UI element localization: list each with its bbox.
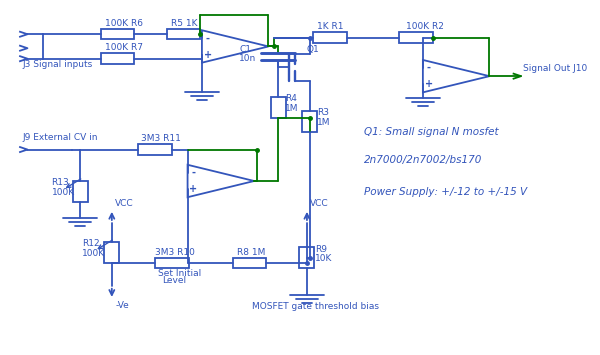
Text: VCC: VCC — [310, 198, 329, 208]
Text: +: + — [425, 79, 433, 89]
Bar — [313, 32, 347, 43]
Text: +: + — [189, 184, 197, 194]
Text: +: + — [203, 50, 212, 60]
Text: Q1: Q1 — [307, 45, 320, 54]
Bar — [138, 144, 172, 155]
Bar — [155, 258, 189, 268]
Text: 3M3 R10: 3M3 R10 — [155, 248, 195, 257]
Text: 10K: 10K — [315, 254, 332, 263]
Text: J3 Signal inputs: J3 Signal inputs — [23, 60, 93, 69]
Text: Power Supply: +/-12 to +/-15 V: Power Supply: +/-12 to +/-15 V — [364, 187, 527, 197]
Text: -: - — [427, 63, 431, 73]
Bar — [233, 258, 266, 268]
Text: MOSFET gate threshold bias: MOSFET gate threshold bias — [253, 302, 379, 311]
Text: 3M3 R11: 3M3 R11 — [140, 134, 181, 143]
Text: -Ve: -Ve — [115, 301, 129, 310]
Text: Q1: Small signal N mosfet: Q1: Small signal N mosfet — [364, 127, 499, 137]
Text: VCC: VCC — [115, 198, 134, 208]
Text: Level: Level — [162, 276, 186, 285]
Text: Set Initial: Set Initial — [158, 269, 201, 278]
Bar — [104, 242, 119, 263]
Text: R13: R13 — [52, 178, 70, 187]
Text: R4: R4 — [285, 94, 297, 103]
Text: R9: R9 — [315, 245, 327, 254]
Text: Signal Out J10: Signal Out J10 — [523, 64, 587, 73]
Text: 100K: 100K — [52, 188, 74, 197]
Text: -: - — [191, 168, 196, 178]
Text: R12: R12 — [82, 239, 100, 248]
Text: R8 1M: R8 1M — [237, 248, 265, 257]
Bar — [73, 181, 88, 202]
Text: 2n7000/2n7002/bs170: 2n7000/2n7002/bs170 — [364, 155, 483, 165]
Bar — [101, 54, 134, 64]
Text: -: - — [206, 33, 209, 43]
Text: 1K R1: 1K R1 — [317, 22, 344, 32]
Bar — [302, 111, 317, 132]
Bar — [271, 97, 286, 118]
Text: C1: C1 — [239, 45, 251, 54]
Bar — [101, 29, 134, 39]
Text: 100K R6: 100K R6 — [105, 19, 143, 28]
Text: 10n: 10n — [239, 54, 256, 63]
Text: 100K: 100K — [82, 249, 105, 258]
Bar — [167, 29, 200, 39]
Text: J9 External CV in: J9 External CV in — [23, 133, 98, 142]
Bar — [400, 32, 433, 43]
Text: 1M: 1M — [317, 118, 330, 127]
Bar — [299, 247, 314, 268]
Text: 100K R7: 100K R7 — [105, 43, 143, 53]
Text: R3: R3 — [317, 108, 329, 118]
Text: R5 1K: R5 1K — [171, 19, 197, 28]
Text: 100K R2: 100K R2 — [406, 22, 443, 32]
Text: 1M: 1M — [285, 104, 299, 113]
